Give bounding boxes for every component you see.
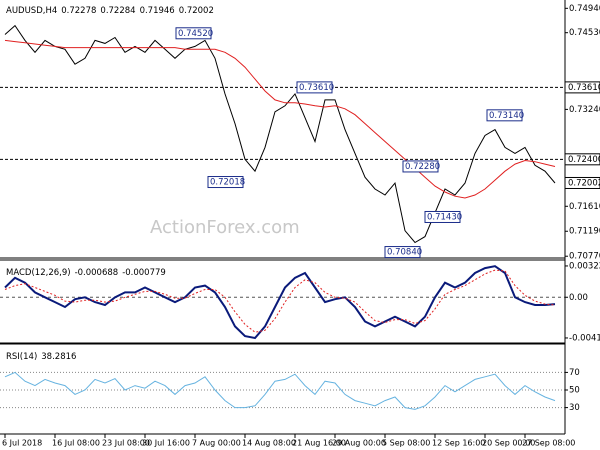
header-value: -0.000688 (75, 268, 119, 278)
panel-header: AUDUSD,H4 0.72278 0.72284 0.71946 0.72002 (6, 6, 214, 16)
x-tick-label: 27 Sep 08:00 (522, 439, 575, 448)
annotation-label: 0.73140 (489, 111, 524, 121)
panel-header: MACD(12,26,9) -0.000688 -0.000779 (6, 268, 166, 278)
watermark: ActionForex.com (150, 217, 300, 238)
annotation-box (384, 246, 421, 259)
annotation-box (175, 27, 212, 40)
series-line (4, 39, 556, 199)
annotation-label: 0.74520 (178, 29, 213, 39)
x-tick-label: 29 Aug 00:00 (332, 439, 386, 448)
x-tick-label: 6 Jul 2018 (2, 439, 42, 448)
annotation-box (424, 210, 461, 223)
x-tick-label: 21 Aug 16:00 (292, 439, 346, 448)
level-label: 0.72400 (568, 155, 600, 165)
series-line (4, 24, 556, 244)
header-value: 0.72278 (61, 6, 96, 16)
header-value: -0.000779 (122, 268, 166, 278)
series-line (4, 371, 556, 410)
header-value: 38.2816 (41, 352, 76, 362)
annotation-box (207, 176, 244, 189)
x-tick-label: 14 Aug 08:00 (242, 439, 296, 448)
panel-title: RSI(14) (6, 352, 37, 362)
panel-title: MACD(12,26,9) (6, 268, 71, 278)
panel-header: RSI(14) 38.2816 (6, 352, 76, 362)
x-tick-label: 5 Sep 08:00 (382, 439, 430, 448)
panel-title: AUDUSD,H4 (6, 6, 57, 16)
series-line (4, 269, 556, 333)
header-value: 0.72284 (100, 6, 135, 16)
annotation-box (402, 160, 439, 173)
annotation-label: 0.72280 (405, 162, 440, 172)
last-price-label: 0.72002 (568, 178, 600, 188)
y-tick-label: 0.003223 (569, 261, 600, 271)
level-label: 0.73610 (568, 83, 600, 93)
annotation-box (296, 81, 333, 94)
y-tick-label: 50 (569, 386, 580, 396)
x-tick-label: 23 Jul 08:00 (102, 439, 150, 448)
y-tick-label: 30 (569, 403, 580, 413)
x-tick-label: 20 Sep 00:00 (482, 439, 535, 448)
annotation-label: 0.73610 (299, 83, 334, 93)
x-tick-label: 12 Sep 16:00 (432, 439, 485, 448)
annotation-label: 0.71430 (427, 212, 462, 222)
y-tick-label: -0.004191 (569, 333, 600, 343)
y-tick-label: 70 (569, 368, 580, 378)
annotation-box (486, 109, 523, 122)
annotation-label: 0.70840 (387, 248, 422, 258)
y-tick-label: 0.00 (569, 293, 588, 303)
x-tick-label: 30 Jul 16:00 (142, 439, 190, 448)
x-tick-label: 7 Aug 00:00 (192, 439, 241, 448)
annotation-label: 0.72018 (210, 178, 245, 188)
header-value: 0.72002 (179, 6, 214, 16)
header-value: 0.71946 (140, 6, 175, 16)
x-tick-label: 16 Jul 08:00 (52, 439, 100, 448)
series-line (4, 265, 556, 340)
